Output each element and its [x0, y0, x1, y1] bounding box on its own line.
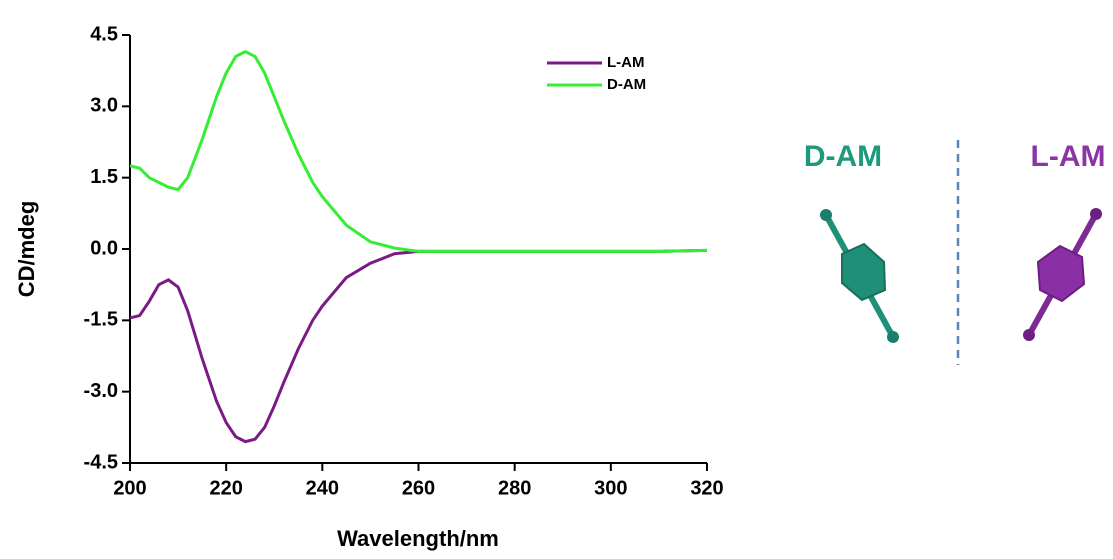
y-tick-label: -3.0	[84, 380, 118, 402]
y-tick-label: -4.5	[84, 451, 118, 473]
x-tick-label: 300	[594, 477, 627, 499]
atom	[887, 331, 899, 343]
y-axis-title: CD/mdeg	[14, 201, 39, 298]
molecule-diagram: D-AM L-AM	[804, 140, 1106, 365]
x-tick-label: 260	[402, 477, 435, 499]
atom	[1023, 329, 1035, 341]
line	[129, 49, 708, 253]
x-tick-label: 280	[498, 477, 531, 499]
y-tick-label: -1.5	[84, 309, 118, 331]
ring	[841, 242, 887, 302]
legend-label: D-AM	[607, 76, 646, 93]
x-axis-title: Wavelength/nm	[337, 526, 499, 551]
y-tick-label: 4.5	[90, 23, 118, 45]
y-tick-label: 1.5	[90, 166, 118, 188]
line	[129, 248, 708, 444]
y-tick-label: 3.0	[90, 95, 118, 117]
legend-label: L-AM	[607, 54, 645, 71]
atom	[1090, 208, 1102, 220]
molecule-label: D-AM	[804, 140, 882, 173]
ring	[1036, 244, 1086, 303]
x-tick-label: 220	[209, 477, 242, 499]
x-tick-label: 240	[306, 477, 339, 499]
molecule-label: L-AM	[1031, 140, 1106, 173]
y-tick-label: 0.0	[90, 237, 118, 259]
x-tick-label: 200	[113, 477, 146, 499]
x-tick-label: 320	[690, 477, 723, 499]
atom	[820, 209, 832, 221]
